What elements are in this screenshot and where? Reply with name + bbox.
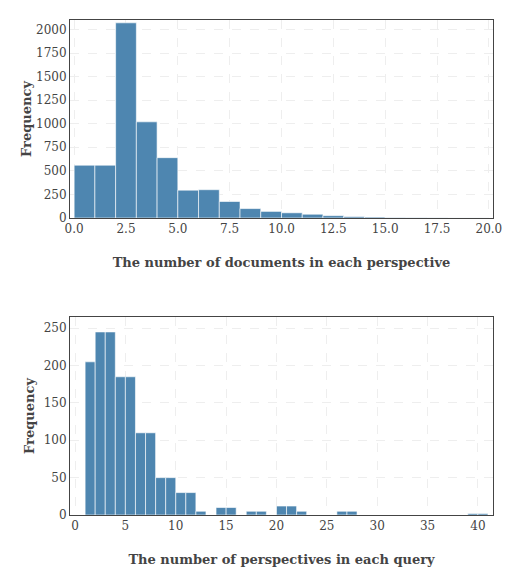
svg-text:0: 0 [59,211,67,225]
svg-text:0.0: 0.0 [65,222,84,236]
svg-text:2.5: 2.5 [116,222,135,236]
svg-text:20: 20 [269,519,284,533]
svg-text:1000: 1000 [36,117,67,131]
svg-text:50: 50 [51,471,66,485]
svg-text:20.0: 20.0 [475,222,502,236]
svg-text:5: 5 [122,519,130,533]
svg-text:17.5: 17.5 [424,222,451,236]
svg-text:0: 0 [59,508,67,522]
svg-text:1500: 1500 [36,70,67,84]
svg-text:The number of perspectives in: The number of perspectives in each query [128,552,435,567]
svg-text:30: 30 [370,519,385,533]
svg-text:1750: 1750 [36,46,67,60]
svg-text:15.0: 15.0 [372,222,399,236]
svg-text:40: 40 [470,519,485,533]
svg-text:10: 10 [168,519,183,533]
svg-text:The number of documents in eac: The number of documents in each perspect… [113,255,451,270]
svg-text:250: 250 [44,188,67,202]
svg-text:12.5: 12.5 [320,222,347,236]
svg-text:750: 750 [44,140,67,154]
svg-text:35: 35 [420,519,435,533]
svg-text:7.5: 7.5 [220,222,239,236]
svg-text:5.0: 5.0 [168,222,187,236]
svg-text:25: 25 [319,519,334,533]
svg-text:Frequency: Frequency [22,378,37,454]
svg-text:250: 250 [44,321,67,335]
svg-text:500: 500 [44,164,67,178]
svg-text:1250: 1250 [36,93,67,107]
svg-text:Frequency: Frequency [19,81,34,157]
svg-text:150: 150 [44,396,67,410]
svg-text:200: 200 [44,359,67,373]
svg-text:2000: 2000 [36,23,67,37]
svg-text:15: 15 [218,519,233,533]
svg-text:0: 0 [71,519,79,533]
svg-text:10.0: 10.0 [268,222,295,236]
svg-text:100: 100 [44,433,67,447]
